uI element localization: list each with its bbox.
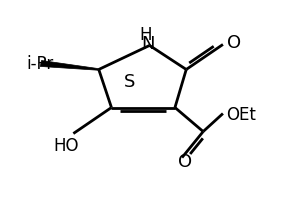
- Text: N: N: [141, 35, 155, 53]
- Text: O: O: [227, 34, 241, 52]
- Text: S: S: [124, 73, 135, 91]
- Text: i-Pr: i-Pr: [27, 55, 54, 73]
- Text: HO: HO: [54, 136, 79, 154]
- Text: O: O: [178, 152, 192, 170]
- Polygon shape: [40, 61, 99, 71]
- Text: OEt: OEt: [226, 105, 256, 123]
- Text: H: H: [139, 26, 152, 44]
